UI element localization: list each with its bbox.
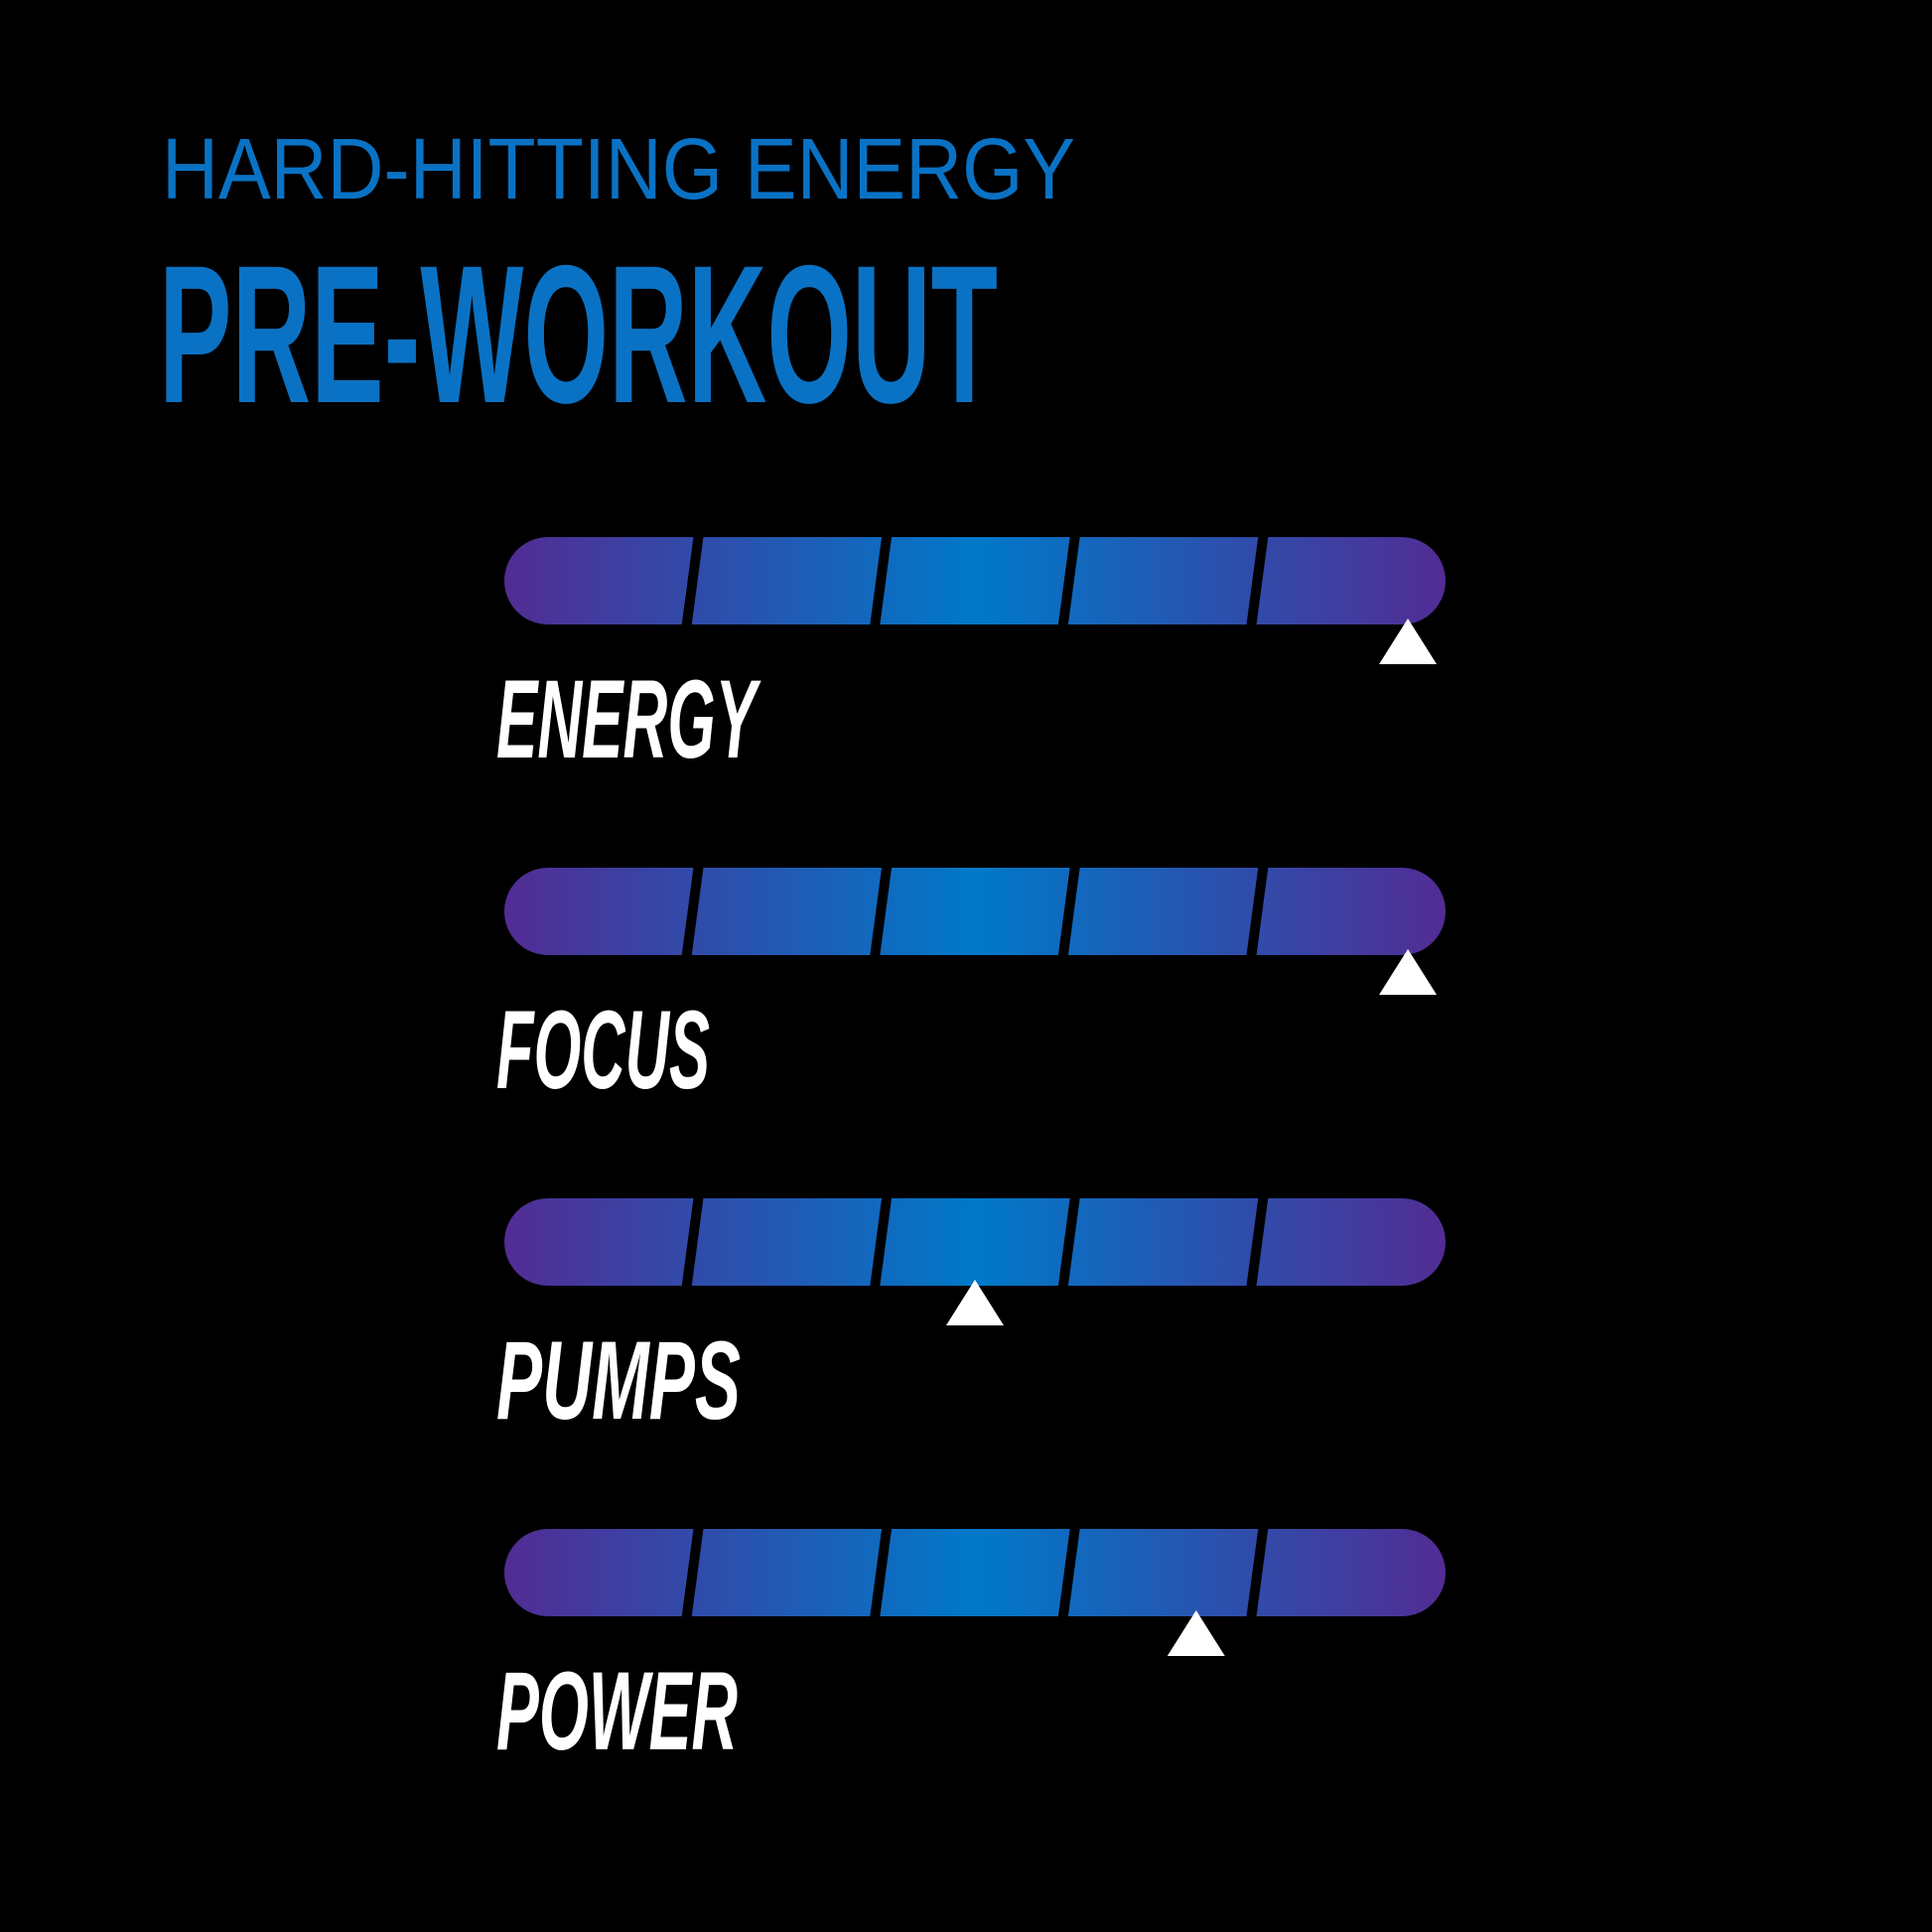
level-marker-icon bbox=[1167, 1610, 1225, 1656]
segment-divider bbox=[870, 536, 893, 625]
level-marker-icon bbox=[1379, 949, 1438, 995]
segment-divider bbox=[681, 536, 704, 625]
meter-focus: FOCUS bbox=[496, 867, 1446, 1112]
segment-divider bbox=[1057, 867, 1080, 956]
segment-divider bbox=[870, 867, 893, 956]
segment-divider bbox=[1057, 1197, 1080, 1287]
meter-bar bbox=[504, 1529, 1446, 1616]
meter-pumps: PUMPS bbox=[496, 1197, 1446, 1443]
meter-bar bbox=[504, 537, 1446, 624]
meter-power: POWER bbox=[496, 1528, 1446, 1773]
segment-divider bbox=[870, 1197, 893, 1287]
meter-label: PUMPS bbox=[496, 1318, 741, 1443]
segment-divider bbox=[1246, 1197, 1269, 1287]
meter-label: POWER bbox=[496, 1649, 738, 1773]
segment-divider bbox=[681, 1197, 704, 1287]
page-title: PRE-WORKOUT bbox=[159, 224, 998, 444]
segment-divider bbox=[1057, 536, 1080, 625]
segment-divider bbox=[1246, 1528, 1269, 1617]
meter-label: FOCUS bbox=[496, 988, 710, 1112]
segment-divider bbox=[681, 867, 704, 956]
meter-list: ENERGY FOCUS PUMPS POWER bbox=[496, 536, 1446, 1773]
meter-energy: ENERGY bbox=[496, 536, 1446, 781]
meter-label: ENERGY bbox=[496, 657, 761, 781]
segment-divider bbox=[1246, 867, 1269, 956]
subtitle: HARD-HITTING ENERGY bbox=[162, 121, 1075, 217]
segment-divider bbox=[1246, 536, 1269, 625]
level-marker-icon bbox=[946, 1280, 1004, 1325]
segment-divider bbox=[681, 1528, 704, 1617]
meter-bar bbox=[504, 1198, 1446, 1286]
segment-divider bbox=[1057, 1528, 1080, 1617]
segment-divider bbox=[870, 1528, 893, 1617]
level-marker-icon bbox=[1379, 619, 1438, 664]
meter-bar bbox=[504, 868, 1446, 955]
